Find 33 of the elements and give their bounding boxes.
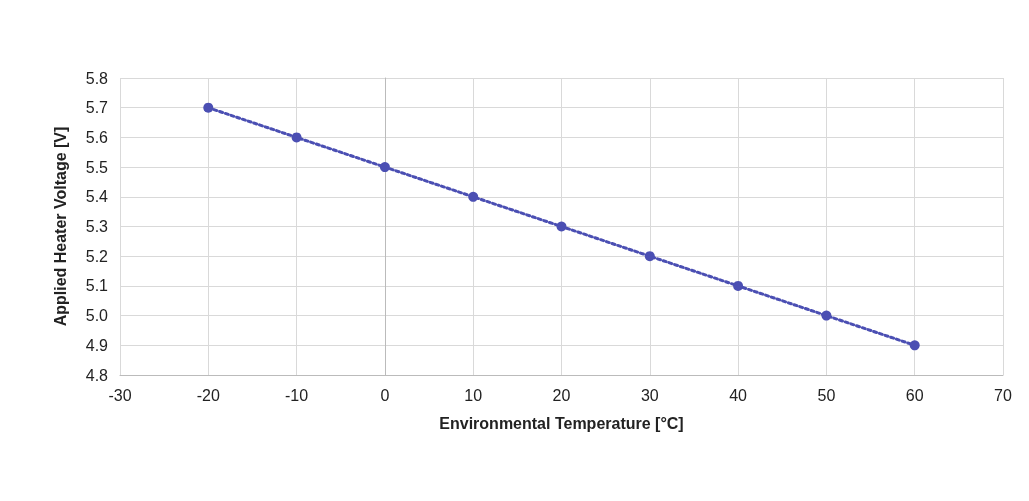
x-tick-label: 70 — [994, 386, 1012, 404]
y-tick-label: 5.3 — [85, 218, 109, 235]
x-tick-label: -30 — [108, 386, 132, 404]
y-tick-label: 5.6 — [85, 128, 109, 146]
x-tick-label: 20 — [552, 386, 571, 404]
point — [203, 102, 214, 113]
y-tick-label: 4.9 — [85, 336, 109, 354]
x-tick-label: 10 — [464, 386, 483, 404]
point — [556, 221, 567, 232]
y-tick-label: 5.7 — [85, 99, 109, 117]
point — [379, 162, 390, 173]
y-tick-label: 5.2 — [85, 247, 109, 265]
point — [468, 191, 479, 202]
x-tick-label: -20 — [196, 386, 220, 404]
x-tick-label: 0 — [380, 386, 390, 404]
y-tick-label: 5.1 — [85, 277, 109, 295]
y-tick-label: 4.8 — [85, 366, 109, 384]
y-tick-label: 5.4 — [85, 188, 109, 206]
x-tick-label: 50 — [817, 386, 836, 404]
point — [909, 340, 920, 351]
y-axis-title: Applied Heater Voltage [V] — [51, 126, 69, 327]
x-tick-label: -10 — [285, 386, 309, 404]
point — [821, 310, 832, 321]
point — [291, 132, 302, 143]
point — [644, 251, 655, 262]
x-axis-title: Environmental Temperature [°C] — [439, 414, 684, 432]
y-tick-label: 5.0 — [85, 307, 109, 325]
x-tick-label: 30 — [640, 386, 659, 404]
y-tick-label: 5.8 — [85, 69, 109, 87]
y-tick-label: 5.5 — [85, 158, 109, 176]
point — [733, 280, 744, 291]
x-tick-label: 40 — [729, 386, 748, 404]
x-tick-label: 60 — [905, 386, 924, 404]
